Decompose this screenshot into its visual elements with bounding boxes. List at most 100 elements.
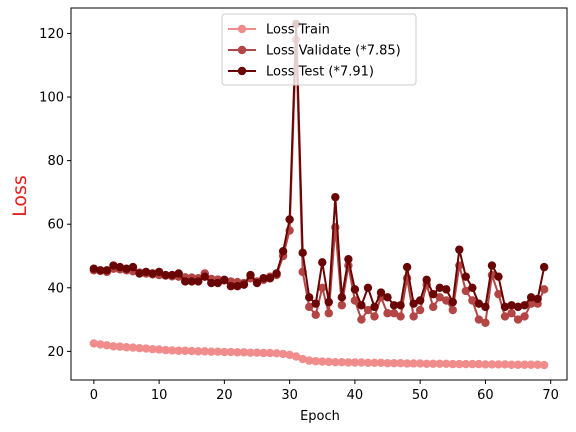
data-point (181, 346, 190, 355)
legend-marker (237, 66, 247, 76)
data-point (246, 270, 255, 280)
data-point (402, 262, 412, 272)
data-point (265, 348, 275, 358)
data-point (187, 277, 196, 286)
data-point (357, 301, 366, 310)
data-point (494, 360, 503, 369)
data-point (311, 310, 320, 320)
data-point (187, 346, 196, 356)
data-point (409, 359, 418, 368)
data-point (102, 266, 112, 275)
data-point (148, 269, 157, 278)
data-point (344, 254, 353, 264)
x-tick-label: 10 (151, 388, 168, 403)
data-point (318, 283, 327, 292)
data-point (448, 305, 457, 315)
data-point (331, 357, 340, 367)
data-point (337, 357, 347, 367)
data-point (533, 294, 542, 304)
data-point (252, 278, 262, 288)
data-point (161, 345, 170, 355)
data-point (383, 293, 392, 302)
data-point (455, 359, 464, 369)
x-tick-label: 40 (347, 388, 364, 403)
data-point (285, 215, 294, 224)
data-point (500, 312, 510, 321)
data-point (265, 274, 275, 283)
data-point (507, 360, 516, 369)
data-point (298, 248, 307, 258)
data-point (141, 344, 151, 353)
data-point (305, 293, 314, 302)
data-point (507, 301, 516, 310)
data-point (213, 347, 223, 356)
data-point (141, 267, 151, 277)
data-point (154, 267, 164, 277)
data-point (109, 342, 118, 351)
data-point (350, 285, 360, 294)
data-point (526, 299, 536, 308)
data-point (324, 297, 333, 307)
data-point (324, 357, 333, 367)
data-point (363, 358, 373, 368)
data-point (331, 192, 340, 202)
y-tick-label: 20 (47, 345, 64, 360)
data-point (252, 348, 262, 357)
series-0 (89, 339, 549, 370)
data-point (442, 296, 451, 305)
data-point (128, 262, 138, 272)
data-point (109, 261, 118, 270)
y-tick-label: 120 (39, 27, 64, 42)
data-point (396, 312, 405, 321)
y-axis-label: Loss (9, 175, 31, 217)
axes: 0 10 20 30 40 50 60 70 20 40 60 80 100 120 (39, 7, 568, 403)
data-point (481, 360, 490, 369)
y-tick-label: 40 (47, 281, 64, 296)
data-point (115, 262, 125, 272)
data-point (233, 282, 242, 291)
x-tick-label: 20 (216, 388, 233, 403)
data-point (318, 258, 327, 267)
data-point (448, 297, 457, 307)
data-point (389, 309, 399, 318)
x-tick-label: 0 (90, 388, 98, 403)
data-point (474, 359, 484, 369)
data-point (167, 346, 177, 355)
data-point (233, 348, 242, 357)
data-point (102, 341, 112, 350)
data-point (468, 359, 477, 369)
data-point (455, 245, 464, 254)
data-point (259, 348, 268, 358)
data-point (422, 359, 431, 368)
data-point (383, 358, 392, 368)
data-point (396, 301, 405, 310)
data-point (167, 270, 177, 280)
data-point (89, 339, 99, 348)
data-point (174, 346, 183, 355)
data-point (370, 302, 379, 312)
data-point (461, 359, 471, 369)
data-point (298, 354, 307, 364)
x-tick-label: 30 (281, 388, 298, 403)
data-point (474, 315, 484, 324)
data-point (448, 359, 457, 369)
data-point (402, 359, 412, 368)
data-point (429, 302, 438, 312)
axes-frame (70, 7, 568, 381)
data-point (533, 360, 542, 369)
data-point (239, 280, 249, 289)
data-point (520, 360, 529, 369)
data-point (285, 350, 294, 360)
data-point (513, 302, 523, 312)
legend-label: Loss Train (266, 23, 330, 38)
y-tick-label: 60 (47, 218, 64, 233)
data-point (344, 358, 353, 367)
data-point (435, 359, 444, 368)
data-point (494, 272, 503, 281)
legend-marker (237, 24, 247, 34)
data-point (194, 277, 203, 286)
data-point (154, 345, 164, 354)
data-point (246, 348, 255, 357)
data-point (135, 344, 144, 353)
